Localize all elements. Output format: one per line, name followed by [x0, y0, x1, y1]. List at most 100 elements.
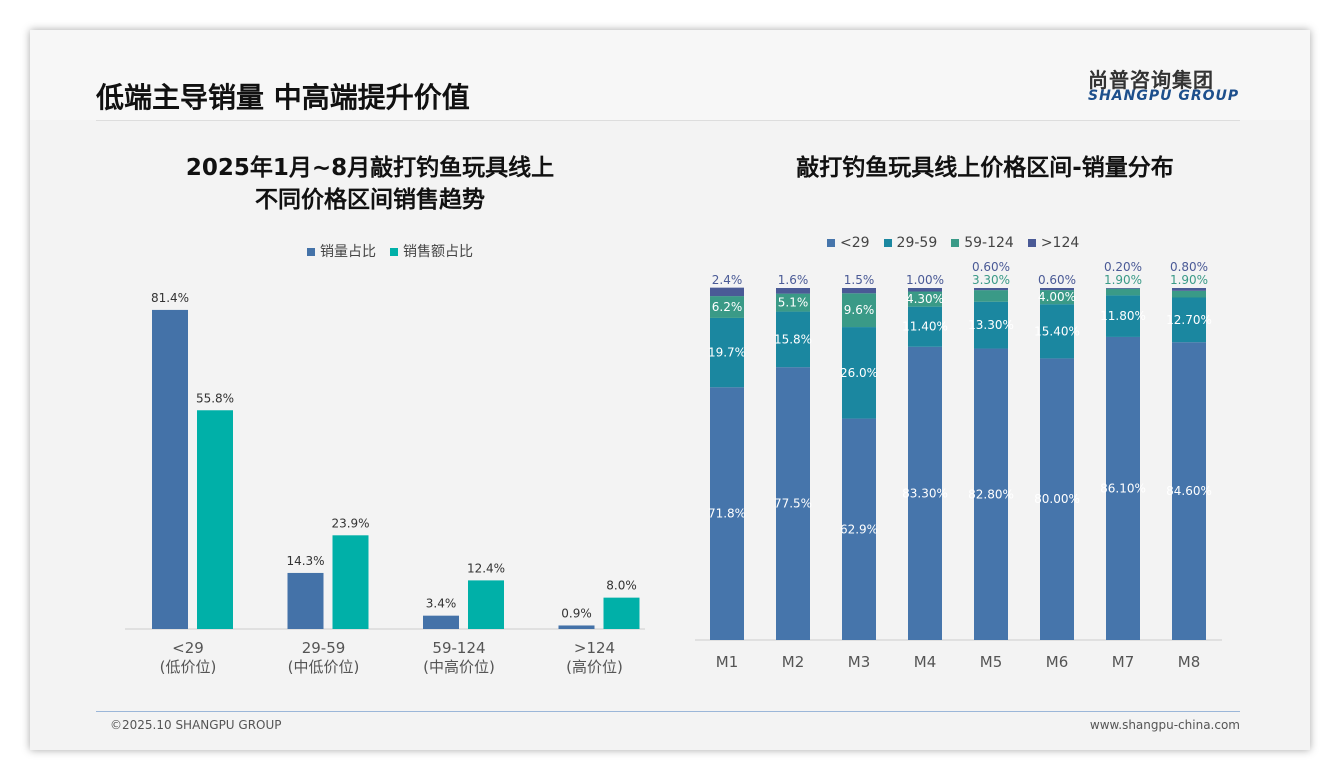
- page-title: 低端主导销量 中高端提升价值: [96, 81, 470, 114]
- stacked-bar-segment: [710, 296, 744, 318]
- x-tick-sublabel: (中高价位): [423, 658, 495, 676]
- stacked-bar-segment: [776, 293, 810, 312]
- stacked-bar-segment: [908, 306, 942, 347]
- data-label: 23.9%: [331, 516, 369, 530]
- bar: [152, 309, 188, 629]
- slide: 低端主导销量 中高端提升价值 尚普咨询集团 SHANGPU GROUP 2025…: [30, 30, 1310, 750]
- stacked-bar-segment: [974, 301, 1008, 349]
- bar: [558, 625, 595, 629]
- data-label: 1.90%: [1104, 273, 1142, 287]
- data-label: 1.5%: [844, 273, 875, 287]
- data-label: 62.9%: [840, 522, 878, 536]
- stacked-bar-segment: [1172, 288, 1206, 291]
- data-label: 3.4%: [426, 597, 457, 611]
- x-tick-label: >124: [574, 639, 615, 657]
- stacked-bar-segment: [1172, 297, 1206, 343]
- stacked-bar-segment: [710, 317, 744, 388]
- footer-line: [96, 711, 1240, 712]
- stacked-bar-segment: [908, 346, 942, 640]
- data-label: 1.6%: [778, 273, 809, 287]
- left-title-line2: 不同价格区间销售趋势: [255, 187, 485, 213]
- data-label: 0.9%: [561, 606, 592, 620]
- bar: [468, 580, 504, 629]
- data-label: 13.30%: [968, 318, 1014, 332]
- data-label: 12.4%: [467, 561, 505, 575]
- x-tick-label: M8: [1178, 653, 1201, 671]
- data-label: 0.20%: [1104, 260, 1142, 274]
- stacked-bar-segment: [842, 288, 876, 294]
- x-tick-label: M4: [914, 653, 937, 671]
- header: [30, 30, 1310, 120]
- stacked-bar-segment: [1106, 295, 1140, 337]
- stacked-bar-segment: [1106, 336, 1140, 640]
- stacked-bar-segment: [1040, 290, 1074, 305]
- stacked-bar-segment: [842, 293, 876, 328]
- data-label: 2.4%: [712, 273, 743, 287]
- bar: [603, 597, 640, 629]
- data-label: 77.5%: [774, 497, 812, 511]
- x-tick-label: M6: [1046, 653, 1069, 671]
- stacked-bar-segment: [908, 288, 942, 292]
- data-label: 0.60%: [1038, 273, 1076, 287]
- legend-item: 59-124: [951, 235, 1014, 251]
- x-tick-label: 29-59: [302, 639, 346, 657]
- data-label: 0.60%: [972, 260, 1010, 274]
- stacked-bar-segment: [1106, 288, 1140, 296]
- stacked-bar-segment: [908, 291, 942, 307]
- stacked-bar-segment: [1040, 304, 1074, 359]
- x-tick-label: M5: [980, 653, 1003, 671]
- data-label: 8.0%: [606, 579, 637, 593]
- footer-url: www.shangpu-china.com: [1089, 718, 1240, 732]
- stacked-bar-segment: [1106, 288, 1140, 289]
- data-label: 84.60%: [1166, 484, 1212, 498]
- data-label: 55.8%: [196, 391, 234, 405]
- data-label: 4.30%: [906, 292, 944, 306]
- x-tick-label: M1: [716, 653, 739, 671]
- data-label: 82.80%: [968, 487, 1014, 501]
- stacked-bar-segment: [710, 287, 744, 297]
- left-chart-title: 2025年1月~8月敲打钓鱼玩具线上 不同价格区间销售趋势: [130, 152, 610, 216]
- right-chart-title: 敲打钓鱼玩具线上价格区间-销量分布: [796, 155, 1174, 181]
- x-tick-label: M7: [1112, 653, 1135, 671]
- legend-item: >124: [1027, 235, 1079, 251]
- data-label: 4.00%: [1038, 290, 1076, 304]
- data-label: 15.8%: [774, 332, 812, 346]
- data-label: 5.1%: [778, 296, 809, 310]
- legend-item: 销售额占比: [390, 241, 473, 261]
- stacked-bar-segment: [776, 311, 810, 368]
- data-label: 11.40%: [902, 320, 948, 334]
- left-legend: 销量占比 销售额占比: [307, 241, 473, 261]
- stacked-bar-segment: [842, 418, 876, 640]
- bar: [287, 572, 324, 629]
- data-label: 1.90%: [1170, 273, 1208, 287]
- stacked-bar-segment: [1172, 342, 1206, 640]
- legend-item: 销量占比: [307, 241, 376, 261]
- left-title-line1: 2025年1月~8月敲打钓鱼玩具线上: [185, 155, 555, 181]
- data-label: 0.80%: [1170, 260, 1208, 274]
- stacked-bar-segment: [974, 348, 1008, 640]
- data-label: 83.30%: [902, 486, 948, 500]
- data-label: 81.4%: [151, 291, 189, 305]
- logo-en: SHANGPU GROUP: [1088, 88, 1240, 104]
- data-label: 1.00%: [906, 273, 944, 287]
- stacked-bar-segment: [776, 288, 810, 294]
- stacked-bar-segment: [710, 387, 744, 640]
- legend-item: <29: [827, 235, 870, 251]
- data-label: 19.7%: [708, 346, 746, 360]
- data-label: 6.2%: [712, 300, 743, 314]
- stacked-bar-segment: [974, 290, 1008, 302]
- x-tick-label: M2: [782, 653, 805, 671]
- stacked-bar-segment: [1172, 290, 1206, 298]
- x-tick-sublabel: (低价位): [160, 658, 217, 676]
- stacked-bar-segment: [1040, 288, 1074, 291]
- stacked-bar-segment: [1040, 358, 1074, 640]
- logo-cn: 尚普咨询集团: [1088, 68, 1214, 92]
- data-label: 9.6%: [844, 303, 875, 317]
- stacked-bar-segment: [974, 288, 1008, 291]
- x-tick-label: <29: [172, 639, 204, 657]
- data-label: 71.8%: [708, 507, 746, 521]
- divider: [96, 120, 1240, 121]
- stacked-bar-segment: [842, 327, 876, 419]
- x-tick-label: 59-124: [432, 639, 485, 657]
- footer-copyright: ©2025.10 SHANGPU GROUP: [110, 718, 282, 732]
